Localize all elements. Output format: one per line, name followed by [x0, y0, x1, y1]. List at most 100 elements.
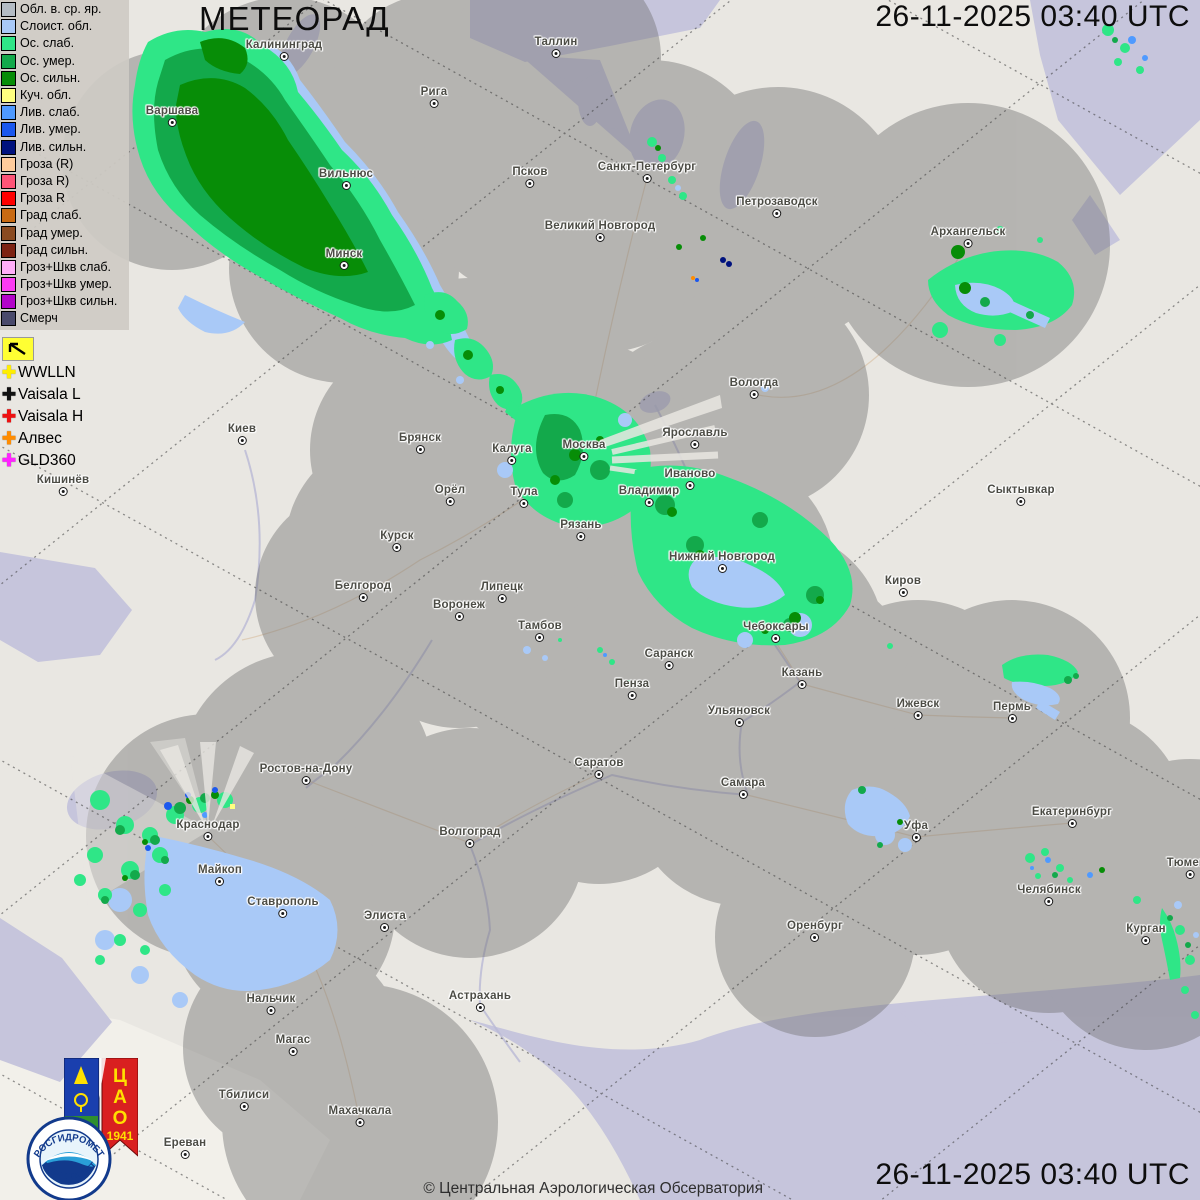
- legend-label: Гроз+Шкв слаб.: [20, 259, 112, 274]
- legend-row: Лив. слаб.: [1, 104, 129, 121]
- legend-label: Слоист. обл.: [20, 19, 93, 34]
- precip-arkhangelsk: [928, 226, 1075, 346]
- legend-row: Гроза (R): [1, 156, 129, 173]
- legend-color-chip: [1, 53, 16, 69]
- legend-row: Лив. сильн.: [1, 139, 129, 156]
- lightning-cross-icon: ✚: [1, 451, 17, 470]
- legend-color-chip: [1, 225, 16, 241]
- lightning-source-label: Vaisala L: [18, 386, 81, 403]
- lightning-source-label: Алвес: [18, 430, 62, 447]
- lightning-cross-icon: ✚: [1, 385, 17, 404]
- legend-color-chip: [1, 19, 16, 35]
- tornado-arrow-marker: [2, 337, 34, 361]
- timestamp-bottom: 26-11-2025 03:40 UTC: [875, 1158, 1190, 1191]
- legend-row: Гроза R: [1, 190, 129, 207]
- radar-spokes-krasnodar: [160, 742, 254, 828]
- legend-row: Град сильн.: [1, 242, 129, 259]
- legend-color-chip: [1, 191, 16, 207]
- legend-color-chip: [1, 242, 16, 258]
- cao-letter-3: О: [113, 1108, 128, 1129]
- lightning-source-label: WWLLN: [18, 364, 76, 381]
- legend-color-chip: [1, 105, 16, 121]
- lightning-source-row: ✚ GLD360: [0, 450, 83, 472]
- legend-row: Ос. сильн.: [1, 70, 129, 87]
- precipitation-layer: [74, 24, 1199, 1019]
- legend-label: Ос. слаб.: [20, 36, 75, 51]
- attribution: © Центральная Аэрологическая Обсерватори…: [423, 1180, 763, 1197]
- legend-row: Град слаб.: [1, 207, 129, 224]
- legend-color-chip: [1, 208, 16, 224]
- legend-row: Ос. слаб.: [1, 35, 129, 52]
- precip-nn: [630, 465, 853, 648]
- legend-label: Ос. умер.: [20, 53, 75, 68]
- legend-row: Куч. обл.: [1, 87, 129, 104]
- legend-color-chip: [1, 2, 16, 18]
- precip-spb: [647, 137, 687, 200]
- cao-year: 1941: [107, 1129, 134, 1143]
- legend-row: Лив. умер.: [1, 121, 129, 138]
- precip-vologda: [761, 384, 769, 392]
- precip-topright: [1102, 24, 1148, 74]
- legend-label: Смерч: [20, 311, 58, 326]
- legend-row: Град умер.: [1, 224, 129, 241]
- legend-color-chip: [1, 88, 16, 104]
- legend-row: Смерч: [1, 310, 129, 327]
- precip-chelyabinsk: [1025, 848, 1073, 883]
- legend-label: Ос. сильн.: [20, 70, 81, 85]
- precip-tambov: [523, 638, 630, 684]
- legend-color-chip: [1, 122, 16, 138]
- precip-kurgan-edge: [1087, 867, 1199, 1019]
- precip-ufa: [844, 786, 912, 852]
- lightning-cross-icon: ✚: [1, 429, 17, 448]
- legend-color-chip: [1, 294, 16, 310]
- lightning-source-row: ✚ WWLLN: [0, 362, 83, 384]
- precip-perm: [887, 643, 1079, 720]
- precip-krasnodar: [74, 787, 338, 1008]
- legend-label: Обл. в. ср. яр.: [20, 2, 102, 17]
- lightning-source-row: ✚ Vaisala L: [0, 384, 83, 406]
- legend-color-chip: [1, 70, 16, 86]
- lightning-sources-legend: ✚ WWLLN ✚ Vaisala L ✚ Vaisala H ✚ Алвес ✚ GLD360: [0, 362, 83, 472]
- legend-color-chip: [1, 156, 16, 172]
- lightning-source-row: ✚ Vaisala H: [0, 406, 83, 428]
- page-title: МЕТЕОРАД: [199, 0, 390, 37]
- precip-petrozavodsk-s: [676, 235, 732, 282]
- legend-row: Обл. в. ср. яр.: [1, 1, 129, 18]
- legend-label: Лив. умер.: [20, 122, 81, 137]
- legend-label: Гроз+Шкв сильн.: [20, 294, 118, 309]
- precipitation-legend: Обл. в. ср. яр. Слоист. обл. Ос. слаб. Ос. …: [0, 0, 129, 330]
- legend-row: Слоист. обл.: [1, 18, 129, 35]
- lightning-source-row: ✚ Алвес: [0, 428, 83, 450]
- legend-color-chip: [1, 277, 16, 293]
- legend-label: Град умер.: [20, 225, 83, 240]
- cao-letter-1: Ц: [113, 1066, 127, 1087]
- tornado-arrow-icon: [8, 342, 26, 355]
- legend-color-chip: [1, 36, 16, 52]
- legend-label: Лив. сильн.: [20, 139, 87, 154]
- legend-label: Куч. обл.: [20, 88, 72, 103]
- legend-color-chip: [1, 311, 16, 327]
- legend-row: Гроз+Шкв сильн.: [1, 293, 129, 310]
- legend-row: Гроза R): [1, 173, 129, 190]
- legend-row: Гроз+Шкв слаб.: [1, 259, 129, 276]
- legend-label: Гроза R: [20, 191, 66, 206]
- legend-color-chip: [1, 259, 16, 275]
- legend-row: Ос. умер.: [1, 53, 129, 70]
- cao-letter-2: А: [113, 1087, 127, 1108]
- legend-row: Гроз+Шкв умер.: [1, 276, 129, 293]
- legend-label: Лив. слаб.: [20, 105, 80, 120]
- lightning-cross-icon: ✚: [1, 407, 17, 426]
- cao-logo: Ц А О 1941: [63, 1057, 139, 1165]
- lightning-source-label: GLD360: [18, 452, 76, 469]
- legend-color-chip: [1, 139, 16, 155]
- legend-label: Град слаб.: [20, 208, 82, 223]
- lightning-source-label: Vaisala H: [18, 408, 84, 425]
- lightning-cross-icon: ✚: [1, 363, 17, 382]
- timestamp-top: 26-11-2025 03:40 UTC: [875, 0, 1190, 33]
- legend-label: Гроз+Шкв умер.: [20, 277, 112, 292]
- precip-nw-heavy: [175, 78, 368, 277]
- legend-label: Град сильн.: [20, 242, 89, 257]
